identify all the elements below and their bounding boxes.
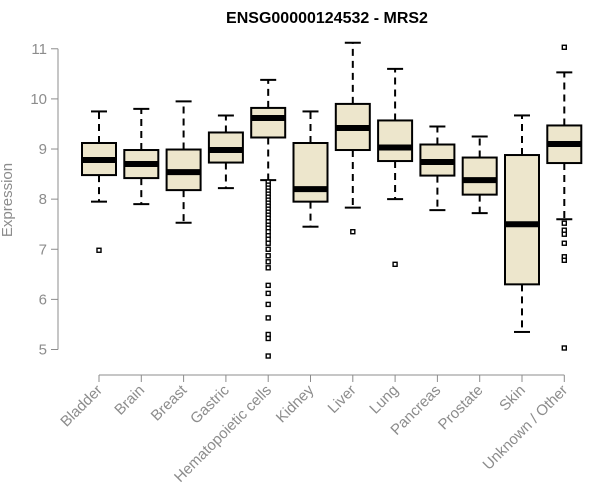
x-tick-label: Prostate [435, 382, 487, 434]
outlier-point [561, 44, 567, 50]
outlier-point [265, 240, 271, 246]
outlier-point [265, 335, 271, 342]
x-tick-label: Kidney [273, 381, 318, 426]
y-tick-label: 9 [39, 141, 47, 158]
box-breast [165, 100, 202, 224]
box [292, 142, 329, 203]
y-tick-label: 7 [39, 241, 47, 258]
outlier-point [561, 240, 567, 246]
outlier-point [265, 315, 271, 321]
outlier-point [561, 231, 567, 237]
outlier-point [265, 253, 271, 259]
outlier-point [96, 247, 102, 253]
y-tick-label: 10 [30, 91, 47, 108]
chart-title: ENSG00000124532 - MRS2 [226, 10, 428, 27]
box [377, 119, 414, 163]
outlier-point [265, 282, 271, 289]
outlier-point [561, 345, 567, 351]
outlier-point [265, 290, 271, 297]
outlier-point [392, 261, 398, 267]
y-tick-label: 6 [39, 291, 47, 308]
box-kidney [292, 110, 329, 228]
box [461, 156, 498, 196]
box-bladder [81, 110, 117, 253]
x-tick-label: Bladder [57, 382, 106, 431]
outlier-point [265, 259, 271, 265]
x-tick-label: Breast [148, 381, 191, 424]
box [504, 154, 540, 286]
box-unknown-other [546, 44, 583, 351]
y-tick-label: 8 [39, 191, 47, 208]
outlier-point [265, 301, 271, 308]
box-pancreas [419, 125, 456, 212]
y-tick-label: 11 [31, 41, 47, 58]
box-gastric [207, 114, 244, 190]
y-axis-label: Expression [0, 163, 16, 237]
outlier-point [350, 229, 356, 235]
box-skin [504, 114, 540, 333]
outlier-point [265, 265, 271, 271]
box-liver [334, 41, 371, 235]
x-tick-label: Skin [496, 382, 529, 415]
box-prostate [461, 135, 498, 215]
outlier-point [561, 257, 567, 263]
x-tick-label: Brain [111, 382, 148, 419]
outlier-point [265, 246, 271, 252]
boxes-group [81, 41, 583, 359]
y-tick-label: 5 [39, 342, 47, 359]
outlier-point [561, 220, 567, 226]
box [250, 106, 287, 139]
box-lung [377, 67, 414, 267]
outlier-point [265, 353, 271, 359]
box-brain [123, 107, 160, 206]
y-axis: 5 6 7 8 9 10 11 [30, 41, 59, 359]
box-hematopoietic-cells [250, 78, 287, 359]
x-tick-label: Lung [366, 382, 402, 418]
x-tick-label: Liver [325, 382, 360, 417]
